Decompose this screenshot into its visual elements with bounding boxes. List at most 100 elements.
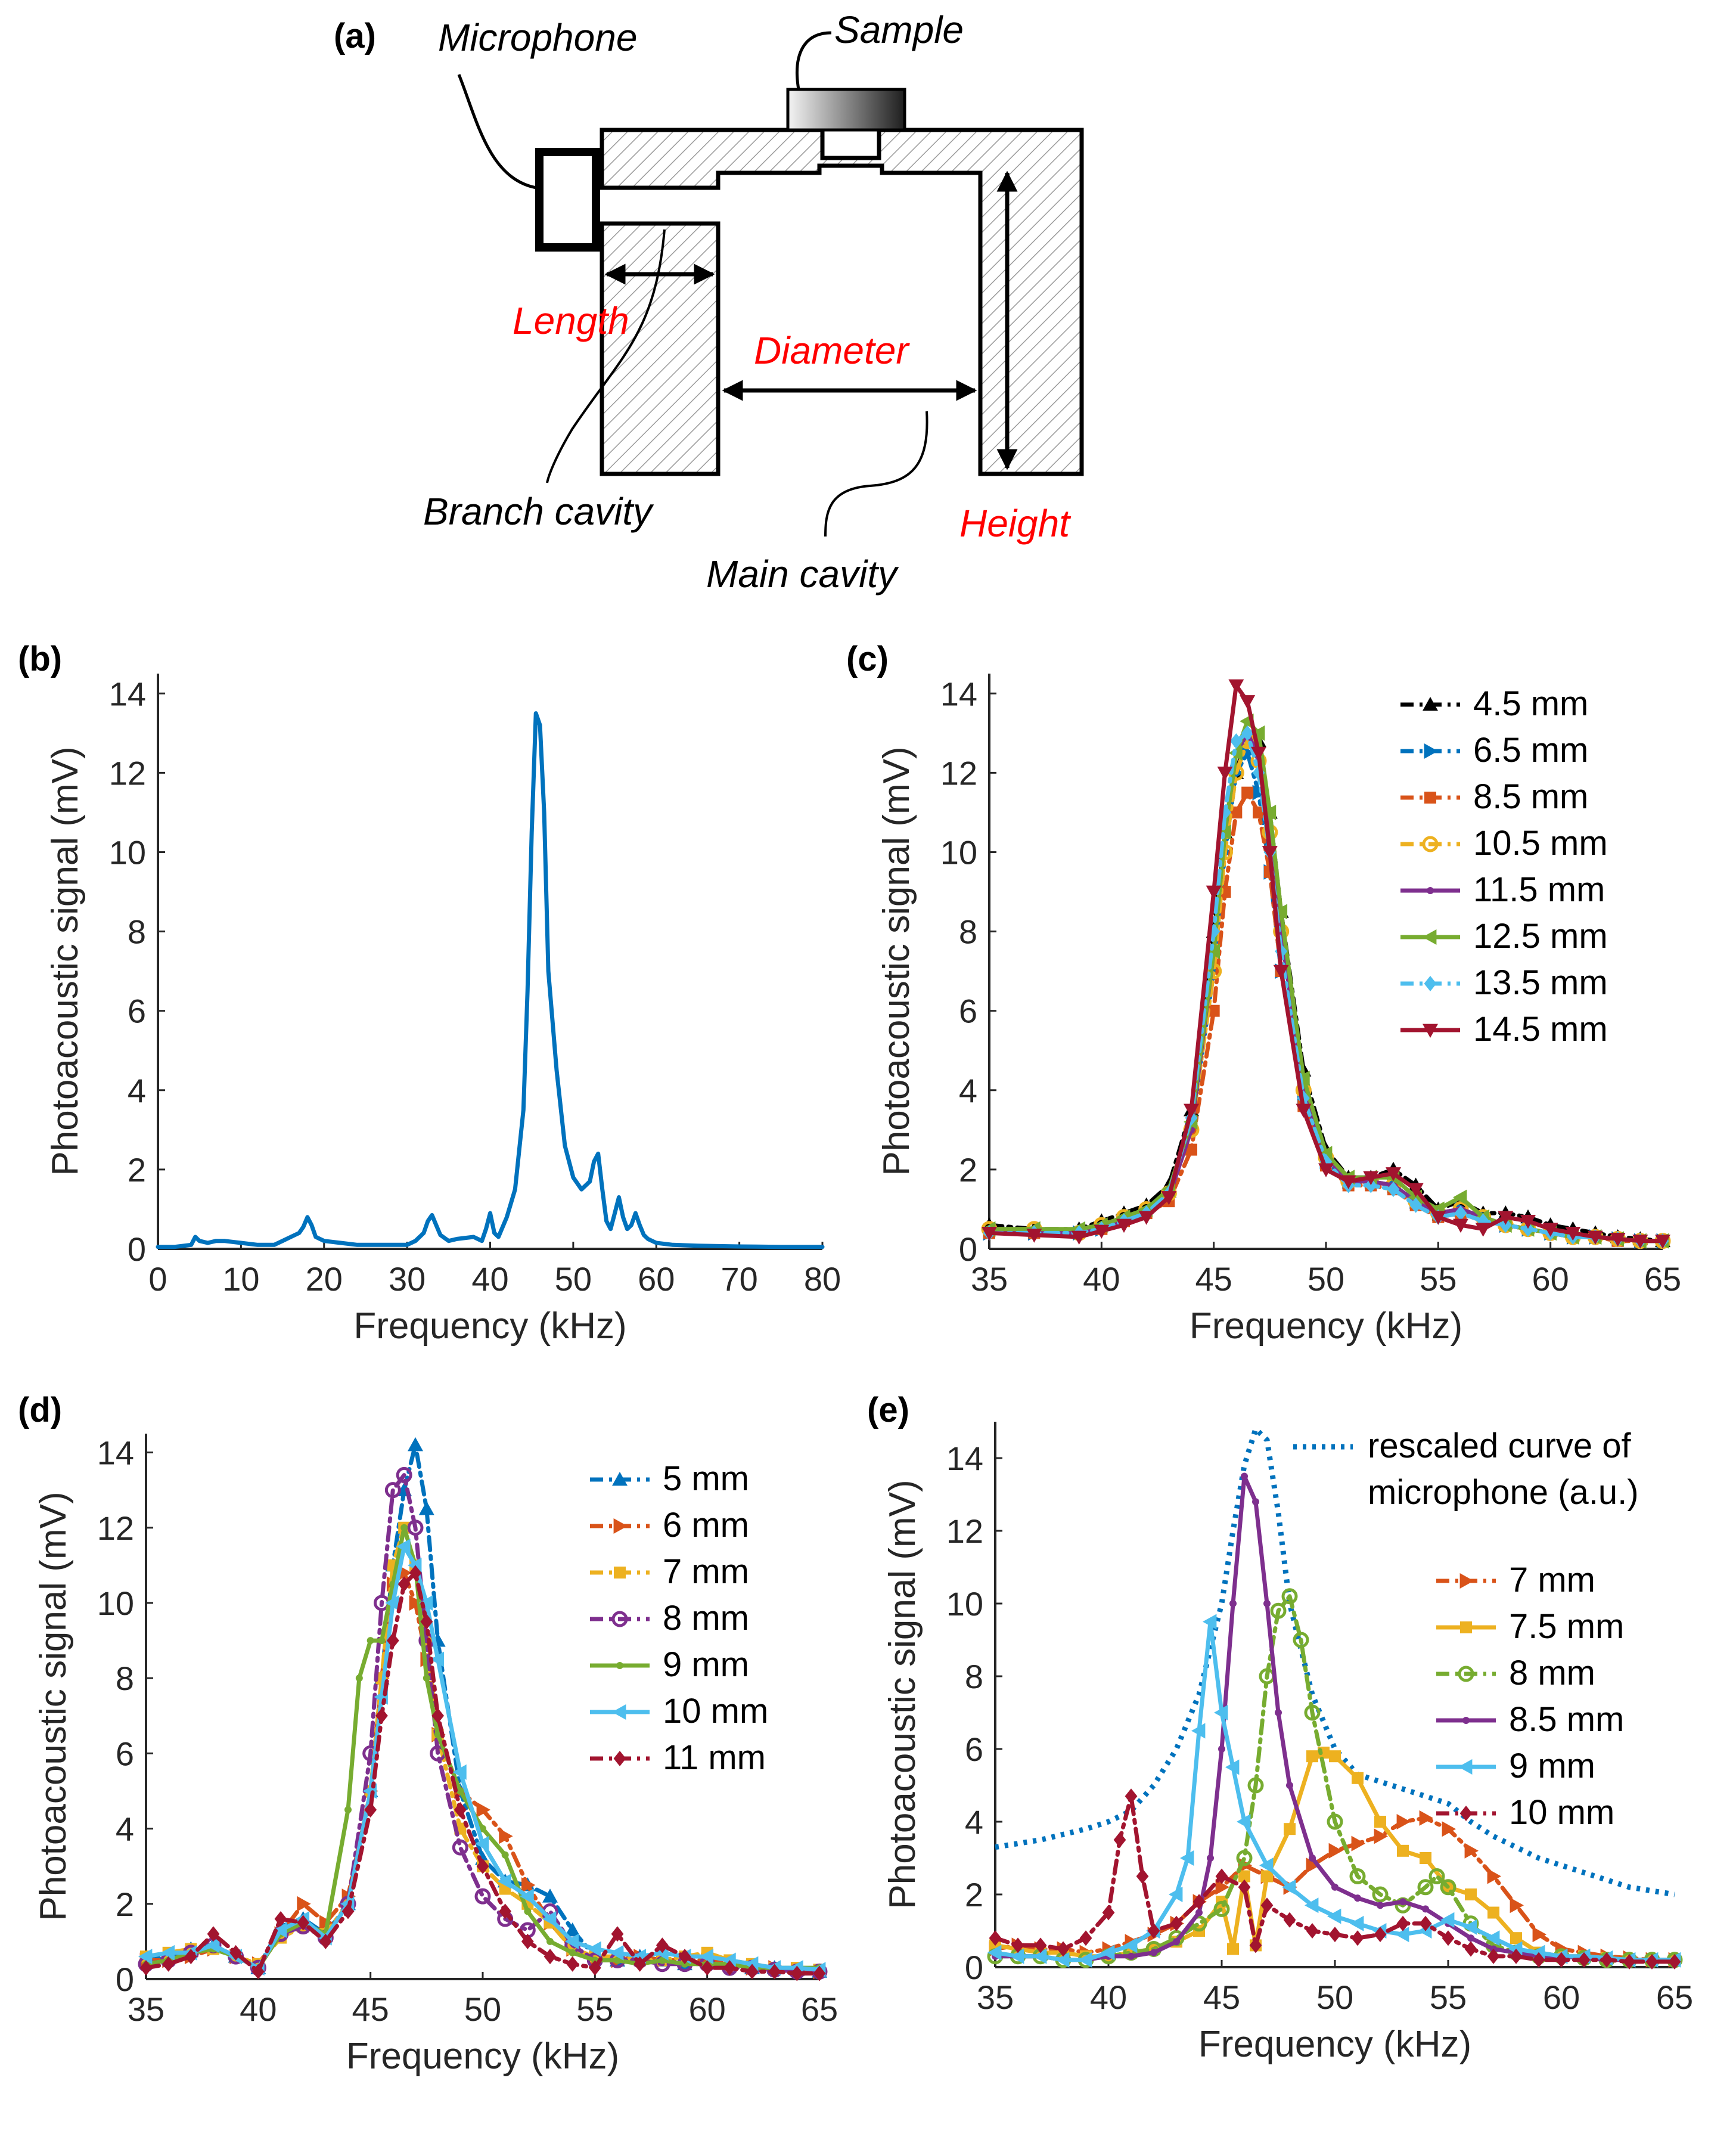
data-point	[418, 1501, 434, 1515]
data-point	[138, 1949, 153, 1965]
data-point	[475, 1835, 489, 1852]
data-point	[610, 1945, 624, 1961]
legend-marker	[1459, 1573, 1474, 1589]
data-point	[1510, 1897, 1524, 1914]
data-point	[1351, 1930, 1364, 1946]
y-tick-label: 0	[965, 1949, 983, 1986]
data-point	[476, 1858, 489, 1874]
data-point	[160, 1945, 175, 1961]
data-point	[1286, 1782, 1293, 1789]
x-tick-label: 35	[128, 1990, 164, 2028]
x-tick-label: 35	[971, 1260, 1008, 1298]
x-tick-label: 80	[804, 1260, 841, 1298]
data-point	[1350, 1915, 1364, 1931]
data-point	[396, 1539, 411, 1555]
data-point	[656, 1937, 669, 1953]
data-point	[1349, 1868, 1366, 1884]
data-point	[1306, 1923, 1319, 1939]
series-line	[993, 1620, 1677, 1962]
x-tick-label: 65	[801, 1990, 838, 2028]
data-point	[1079, 1930, 1092, 1946]
legend-marker	[614, 1567, 626, 1579]
data-point	[614, 1956, 621, 1964]
x-tick-label: 20	[306, 1260, 343, 1298]
data-point	[1374, 1816, 1386, 1828]
data-point	[1632, 1235, 1648, 1249]
data-point	[1521, 1221, 1535, 1237]
data-point	[1260, 1897, 1274, 1914]
data-point	[1408, 1183, 1424, 1198]
main-cavity-leader	[824, 411, 928, 537]
data-point	[1273, 904, 1288, 920]
data-point	[499, 1903, 512, 1919]
x-tick-label: 60	[689, 1990, 726, 2028]
data-point	[1238, 1870, 1250, 1883]
legend-marker	[1460, 1621, 1472, 1633]
legend-marker	[1424, 792, 1436, 804]
data-point	[1395, 1927, 1409, 1943]
y-tick-label: 4	[959, 1072, 977, 1109]
legend-label: microphone (a.u.)	[1368, 1473, 1639, 1512]
data-point	[1273, 965, 1289, 979]
legend-label: 8 mm	[1509, 1654, 1595, 1692]
legend-marker	[1424, 743, 1438, 759]
data-point	[1374, 1927, 1387, 1943]
data-point	[813, 1965, 826, 1981]
data-point	[206, 1937, 220, 1953]
data-point	[1428, 1868, 1445, 1884]
x-tick-label: 50	[1308, 1260, 1344, 1298]
data-point	[1387, 1181, 1400, 1198]
x-tick-label: 40	[1083, 1260, 1120, 1298]
chart-b: 0 10 20 30 40 50 60 70 80 0 2 4 6 8 10 12 14 Frequency (k…	[18, 640, 841, 1347]
x-tick-label: 55	[1420, 1260, 1456, 1298]
data-point	[1184, 1103, 1199, 1118]
y-tick-label: 6	[959, 993, 977, 1030]
data-point	[1351, 1835, 1365, 1852]
legend-label: 10 mm	[663, 1692, 768, 1731]
data-point	[1262, 846, 1278, 860]
data-point	[1225, 1759, 1240, 1775]
data-point	[1150, 1949, 1157, 1956]
data-point	[1217, 766, 1233, 781]
data-point	[1555, 1952, 1568, 1968]
data-point	[1465, 1888, 1477, 1900]
data-point	[1306, 1857, 1320, 1874]
data-point	[1170, 1915, 1183, 1931]
data-point	[521, 1877, 536, 1893]
data-point	[375, 1708, 388, 1724]
data-point	[1185, 1143, 1197, 1156]
legend-marker	[611, 1611, 628, 1627]
data-point	[319, 1933, 332, 1949]
x-tick-label: 45	[1195, 1260, 1232, 1298]
x-tick-label: 55	[1430, 1978, 1467, 2016]
data-point	[1577, 1952, 1591, 1968]
data-point	[1249, 1937, 1262, 1953]
data-point	[1228, 679, 1244, 693]
data-point	[521, 1933, 534, 1949]
data-point	[1610, 1232, 1626, 1247]
y-tick-label: 14	[109, 675, 146, 712]
x-tick-label: 50	[1316, 1978, 1353, 2016]
data-point	[409, 1595, 423, 1611]
data-point	[497, 1873, 512, 1889]
data-point	[1396, 1814, 1411, 1829]
data-point	[1327, 1908, 1341, 1924]
data-point	[659, 1956, 666, 1964]
x-tick-label: 0	[148, 1260, 167, 1298]
legend-label: 9 mm	[663, 1645, 749, 1684]
panel-label-b: (b)	[18, 640, 62, 678]
x-axis-label: Frequency (kHz)	[1190, 1305, 1462, 1347]
data-point	[251, 1964, 265, 1980]
data-point	[341, 1903, 355, 1919]
x-tick-label: 60	[1532, 1260, 1569, 1298]
data-point	[476, 1802, 490, 1818]
data-point	[409, 1565, 422, 1581]
y-tick-label: 14	[97, 1434, 134, 1472]
data-point	[1128, 1952, 1135, 1960]
y-tick-label: 12	[946, 1512, 983, 1550]
legend-marker	[1424, 976, 1437, 991]
branch-cavity-leader	[546, 229, 666, 483]
data-point	[1309, 1855, 1316, 1862]
